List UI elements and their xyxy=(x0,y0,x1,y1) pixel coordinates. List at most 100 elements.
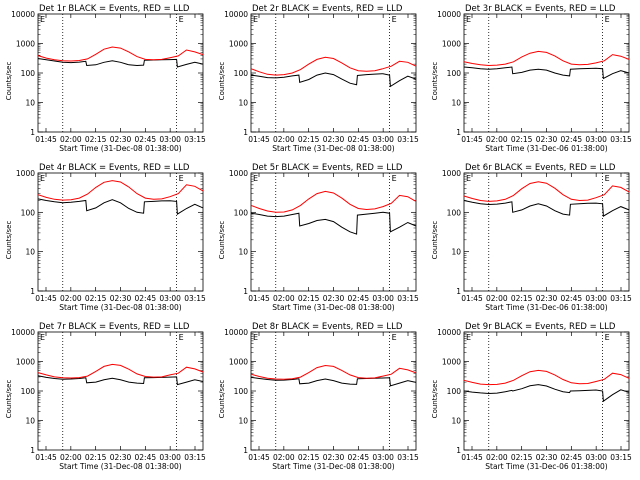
chart-title: Det 9r BLACK = Events, RED = LLD xyxy=(465,322,616,332)
x-tick-label: 01:45 xyxy=(461,135,483,144)
x-tick-label: 01:45 xyxy=(35,453,57,462)
y-tick-label: 10 xyxy=(25,248,35,257)
x-tick-label: 02:00 xyxy=(60,294,82,303)
x-tick-label: 02:30 xyxy=(110,294,132,303)
x-tick-label: 02:00 xyxy=(273,453,295,462)
x-tick-label: 01:45 xyxy=(461,294,483,303)
chart-title: Det 6r BLACK = Events, RED = LLD xyxy=(465,163,616,173)
top-right-marker: E xyxy=(392,333,397,342)
x-axis-label: Start Time (31-Dec-08 01:38:00) xyxy=(59,462,181,471)
y-tick-label: 1 xyxy=(30,128,35,137)
x-axis-label: Start Time (31-Dec-08 01:38:00) xyxy=(272,144,394,153)
x-tick-label: 02:30 xyxy=(110,453,132,462)
y-axis-label: Counts/sec xyxy=(431,221,439,260)
y-tick-label: 100 xyxy=(21,208,36,217)
plot-frame xyxy=(37,172,204,292)
chart-panel: Det 1r BLACK = Events, RED = LLD 1 10 100 10… xyxy=(5,4,206,153)
lld-series-line xyxy=(37,180,204,201)
plot-frame xyxy=(250,13,417,133)
lld-series-line xyxy=(37,363,204,379)
x-tick-label: 02:00 xyxy=(486,135,508,144)
y-tick-label: 100 xyxy=(447,387,462,396)
x-tick-label: 02:15 xyxy=(511,135,533,144)
y-tick-label: 100 xyxy=(447,69,462,78)
top-left-marker: E xyxy=(253,15,258,24)
y-tick-label: 1000 xyxy=(229,40,248,49)
y-axis-label: Counts/sec xyxy=(5,221,13,260)
x-axis-label: Start Time (31-Dec-08 01:38:00) xyxy=(272,462,394,471)
plot-frame xyxy=(463,331,630,451)
top-right-marker: E xyxy=(392,174,397,183)
y-tick-label: 10000 xyxy=(437,10,461,19)
y-tick-label: 10 xyxy=(451,99,461,108)
y-axis-label: Counts/sec xyxy=(5,380,13,419)
x-tick-label: 03:00 xyxy=(159,453,181,462)
x-tick-label: 02:15 xyxy=(298,453,320,462)
y-axis-label: Counts/sec xyxy=(5,62,13,101)
y-tick-label: 1000 xyxy=(442,358,461,367)
y-tick-label: 100 xyxy=(447,208,462,217)
x-tick-label: 03:00 xyxy=(585,135,607,144)
lld-series-line xyxy=(250,364,417,380)
x-tick-label: 02:45 xyxy=(348,453,370,462)
x-tick-label: 02:30 xyxy=(536,453,558,462)
plot-frame xyxy=(250,331,417,451)
x-tick-label: 02:00 xyxy=(273,294,295,303)
x-tick-label: 02:30 xyxy=(536,135,558,144)
y-tick-label: 1000 xyxy=(16,40,35,49)
events-series-line xyxy=(37,375,204,386)
y-tick-label: 100 xyxy=(234,69,249,78)
top-left-marker: E xyxy=(466,174,471,183)
x-tick-label: 03:00 xyxy=(372,294,394,303)
x-tick-label: 03:00 xyxy=(372,135,394,144)
top-right-marker: E xyxy=(605,333,610,342)
top-left-marker: E xyxy=(40,333,45,342)
chart-panel: Det 8r BLACK = Events, RED = LLD 1 10 100 10… xyxy=(218,322,419,471)
events-series-line xyxy=(250,211,417,235)
x-tick-label: 03:15 xyxy=(610,453,632,462)
lld-series-line xyxy=(463,181,630,202)
chart-panel: Det 5r BLACK = Events, RED = LLD 1 10 100 10… xyxy=(218,163,419,312)
y-tick-label: 1000 xyxy=(442,169,461,178)
lld-series-line xyxy=(250,56,417,76)
chart-panel: Det 7r BLACK = Events, RED = LLD 1 10 100 10… xyxy=(5,322,206,471)
x-tick-label: 03:15 xyxy=(610,135,632,144)
x-tick-label: 02:15 xyxy=(85,453,107,462)
top-left-marker: E xyxy=(40,174,45,183)
y-tick-label: 1000 xyxy=(229,169,248,178)
chart-title: Det 4r BLACK = Events, RED = LLD xyxy=(39,163,190,173)
events-series-line xyxy=(37,198,204,215)
y-axis-label: Counts/sec xyxy=(431,62,439,101)
plot-frame xyxy=(463,172,630,292)
y-axis-label: Counts/sec xyxy=(218,62,226,101)
x-tick-label: 03:15 xyxy=(610,294,632,303)
x-tick-label: 02:30 xyxy=(110,135,132,144)
events-series-line xyxy=(463,200,630,217)
chart-panel: Det 6r BLACK = Events, RED = LLD 1 10 100 10… xyxy=(431,163,632,312)
top-left-marker: E xyxy=(253,333,258,342)
chart-panel: Det 4r BLACK = Events, RED = LLD 1 10 100 10… xyxy=(5,163,206,312)
x-tick-label: 02:00 xyxy=(273,135,295,144)
y-tick-label: 1 xyxy=(243,446,248,455)
x-tick-label: 03:00 xyxy=(585,294,607,303)
y-tick-label: 10 xyxy=(238,99,248,108)
events-series-line xyxy=(463,66,630,80)
y-tick-label: 100 xyxy=(21,387,36,396)
x-tick-label: 02:30 xyxy=(323,135,345,144)
x-tick-label: 02:00 xyxy=(486,453,508,462)
x-tick-label: 02:15 xyxy=(85,294,107,303)
chart-panel: Det 3r BLACK = Events, RED = LLD 1 10 100 10… xyxy=(431,4,632,153)
x-tick-label: 02:45 xyxy=(135,294,157,303)
x-tick-label: 02:45 xyxy=(561,135,583,144)
x-axis-label: Start Time (31-Dec-06 01:38:00) xyxy=(485,303,607,312)
x-tick-label: 01:45 xyxy=(35,294,57,303)
lld-series-line xyxy=(250,190,417,213)
y-tick-label: 10 xyxy=(451,417,461,426)
y-tick-label: 1 xyxy=(456,128,461,137)
top-right-marker: E xyxy=(392,15,397,24)
x-tick-label: 02:00 xyxy=(60,453,82,462)
x-tick-label: 02:00 xyxy=(486,294,508,303)
y-tick-label: 100 xyxy=(234,208,249,217)
x-tick-label: 02:45 xyxy=(561,294,583,303)
top-left-marker: E xyxy=(466,333,471,342)
